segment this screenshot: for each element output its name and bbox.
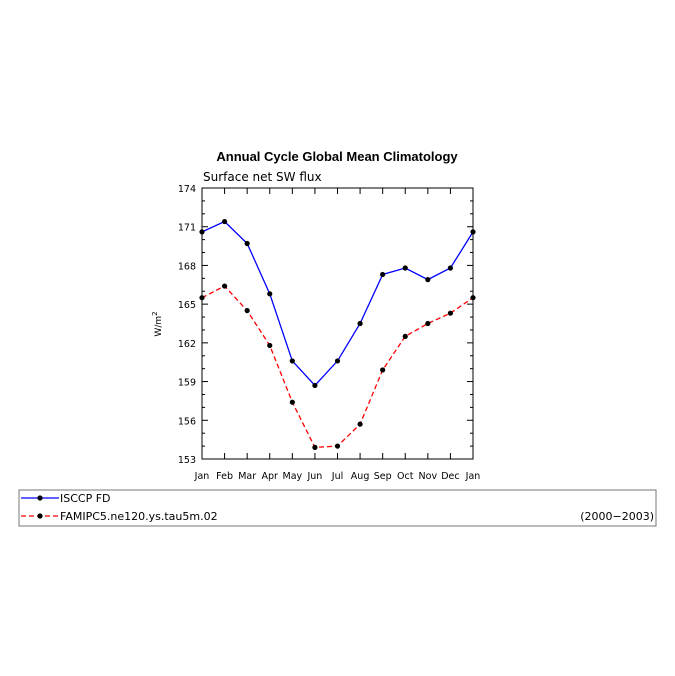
y-tick-label: 171 [178, 223, 196, 234]
legend-marker-isccp [37, 495, 43, 501]
y-axis-label-superscript: 2 [151, 311, 159, 315]
data-point [221, 283, 228, 289]
x-tick-label: Feb [216, 471, 233, 482]
data-point [199, 229, 205, 235]
x-tick-label: Mar [238, 471, 256, 482]
data-point [199, 295, 205, 301]
data-point [289, 399, 295, 405]
legend-marker-famipc5 [37, 513, 43, 519]
y-tick-label: 168 [178, 261, 196, 272]
svg-text:W/m2: W/m2 [151, 311, 164, 336]
x-tick-label: Sep [374, 471, 392, 482]
data-point [267, 342, 273, 349]
data-point [289, 358, 295, 364]
data-point [267, 291, 273, 297]
legend: ISCCP FD FAMIPC5.ne120.ys.tau5m.02 (2000… [18, 489, 657, 527]
x-tick-label: Aug [351, 471, 370, 482]
x-tick-label: Jan [194, 471, 210, 482]
data-point [470, 295, 476, 301]
legend-box [18, 489, 657, 527]
y-axis-ticks: 153 156 159 162 165 168 171 174 [178, 184, 473, 466]
y-axis-label: W/m2 [151, 311, 164, 336]
data-point [402, 333, 408, 340]
legend-label-famipc5: FAMIPC5.ne120.ys.tau5m.02 [60, 510, 218, 523]
x-axis-ticks: Jan Feb Mar Apr May Jun Jul Aug Sep Oct Nov Dec Jan [194, 188, 481, 482]
data-point [244, 307, 250, 314]
x-tick-label: Jun [306, 471, 322, 482]
x-tick-label: Dec [441, 471, 459, 482]
plot-frame [201, 187, 474, 460]
data-point [312, 382, 318, 389]
data-point [447, 265, 454, 271]
x-tick-label: Jul [331, 471, 343, 482]
data-point [357, 421, 363, 427]
data-point [380, 367, 386, 373]
y-tick-label: 162 [178, 339, 196, 350]
x-tick-label: Apr [262, 471, 279, 482]
chart-subtitle: Surface net SW flux [203, 170, 322, 184]
data-point [357, 320, 363, 327]
data-point [425, 320, 431, 327]
x-tick-label: Oct [397, 471, 414, 482]
data-point [221, 218, 228, 225]
data-point [334, 358, 341, 364]
data-point [334, 443, 341, 449]
data-point [447, 310, 454, 316]
y-tick-label: 156 [178, 416, 196, 427]
x-tick-label: Nov [419, 471, 438, 482]
data-point [425, 277, 431, 283]
y-tick-label: 153 [178, 455, 196, 466]
y-axis-label-main: W/m [154, 316, 164, 337]
legend-label-isccp: ISCCP FD [60, 492, 111, 505]
data-point [312, 444, 318, 450]
chart-title: Annual Cycle Global Mean Climatology [216, 149, 458, 164]
data-point [380, 271, 386, 278]
series-layer [199, 218, 476, 450]
series-line-famipc5 [201, 285, 474, 449]
x-tick-label: Jan [465, 471, 481, 482]
y-tick-label: 159 [178, 378, 196, 389]
y-tick-label: 174 [178, 184, 196, 195]
legend-period-note: (2000−2003) [580, 510, 654, 523]
data-point [402, 265, 408, 271]
data-point [470, 229, 476, 235]
x-tick-label: May [283, 471, 303, 482]
data-point [244, 240, 250, 247]
y-tick-label: 165 [178, 300, 196, 311]
